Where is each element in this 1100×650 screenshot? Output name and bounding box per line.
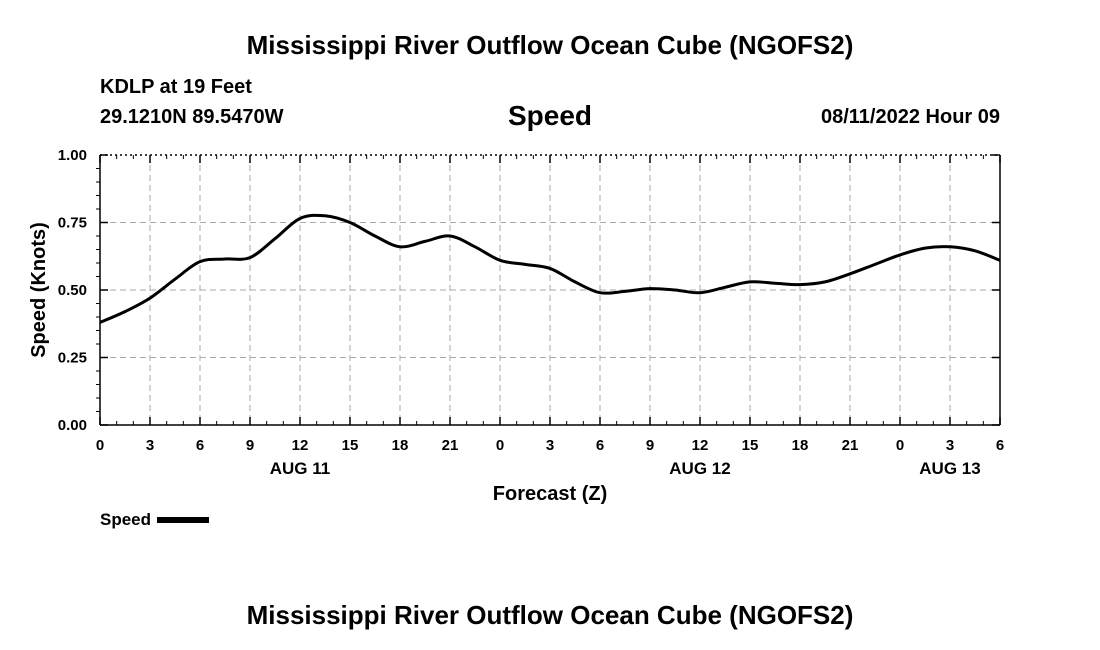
legend-swatch (157, 516, 210, 523)
x-tick-label: 12 (292, 437, 309, 454)
y-tick-label: 1.00 (58, 147, 87, 164)
x-tick-label: 15 (342, 437, 359, 454)
x-tick-label: 0 (496, 437, 504, 454)
date-label: AUG 13 (919, 459, 980, 478)
y-tick-label: 0.25 (58, 350, 87, 367)
y-tick-label: 0.50 (58, 282, 87, 299)
coordinates-label: 29.1210N 89.5470W (100, 106, 284, 128)
y-tick-label: 0.00 (58, 417, 87, 434)
y-tick-label: 0.75 (58, 215, 87, 232)
x-tick-label: 21 (842, 437, 859, 454)
date-label: AUG 11 (270, 459, 330, 478)
legend: Speed (100, 510, 210, 530)
date-label: AUG 12 (669, 459, 730, 478)
grid-layer (100, 155, 1000, 425)
chart-heading: Speed (507, 100, 593, 131)
station-label: KDLP at 19 Feet (100, 76, 252, 98)
x-tick-label: 0 (896, 437, 904, 454)
x-tick-label: 3 (146, 437, 154, 454)
legend-label: Speed (100, 510, 152, 529)
x-tick-label: 3 (546, 437, 554, 454)
y-axis-label: Speed (Knots) (28, 222, 50, 358)
footer-title: Mississippi River Outflow Ocean Cube (NG… (246, 600, 854, 630)
datetime-label: 08/11/2022 Hour 09 (820, 106, 1000, 128)
series-layer (99, 213, 1001, 324)
x-tick-label: 9 (646, 437, 654, 454)
axis-layer: 0 3 6 9 12 15 18 21 0 3 6 9 12 15 18 21 0 3 6 0.00 0.25 0.50 0… (58, 147, 1004, 478)
page-title: Mississippi River Outflow Ocean Cube (NG… (246, 30, 854, 60)
x-tick-label: 15 (742, 437, 759, 454)
x-axis-label: Forecast (Z) (493, 483, 607, 505)
x-tick-label: 0 (96, 437, 104, 454)
x-tick-label: 6 (996, 437, 1004, 454)
x-tick-label: 21 (442, 437, 459, 454)
x-tick-label: 9 (246, 437, 254, 454)
x-tick-label: 18 (792, 437, 809, 454)
x-tick-label: 12 (692, 437, 709, 454)
series-line-speed (99, 213, 1001, 324)
x-tick-label: 18 (392, 437, 409, 454)
x-tick-label: 3 (946, 437, 954, 454)
x-tick-label: 6 (596, 437, 604, 454)
x-tick-label: 6 (196, 437, 204, 454)
